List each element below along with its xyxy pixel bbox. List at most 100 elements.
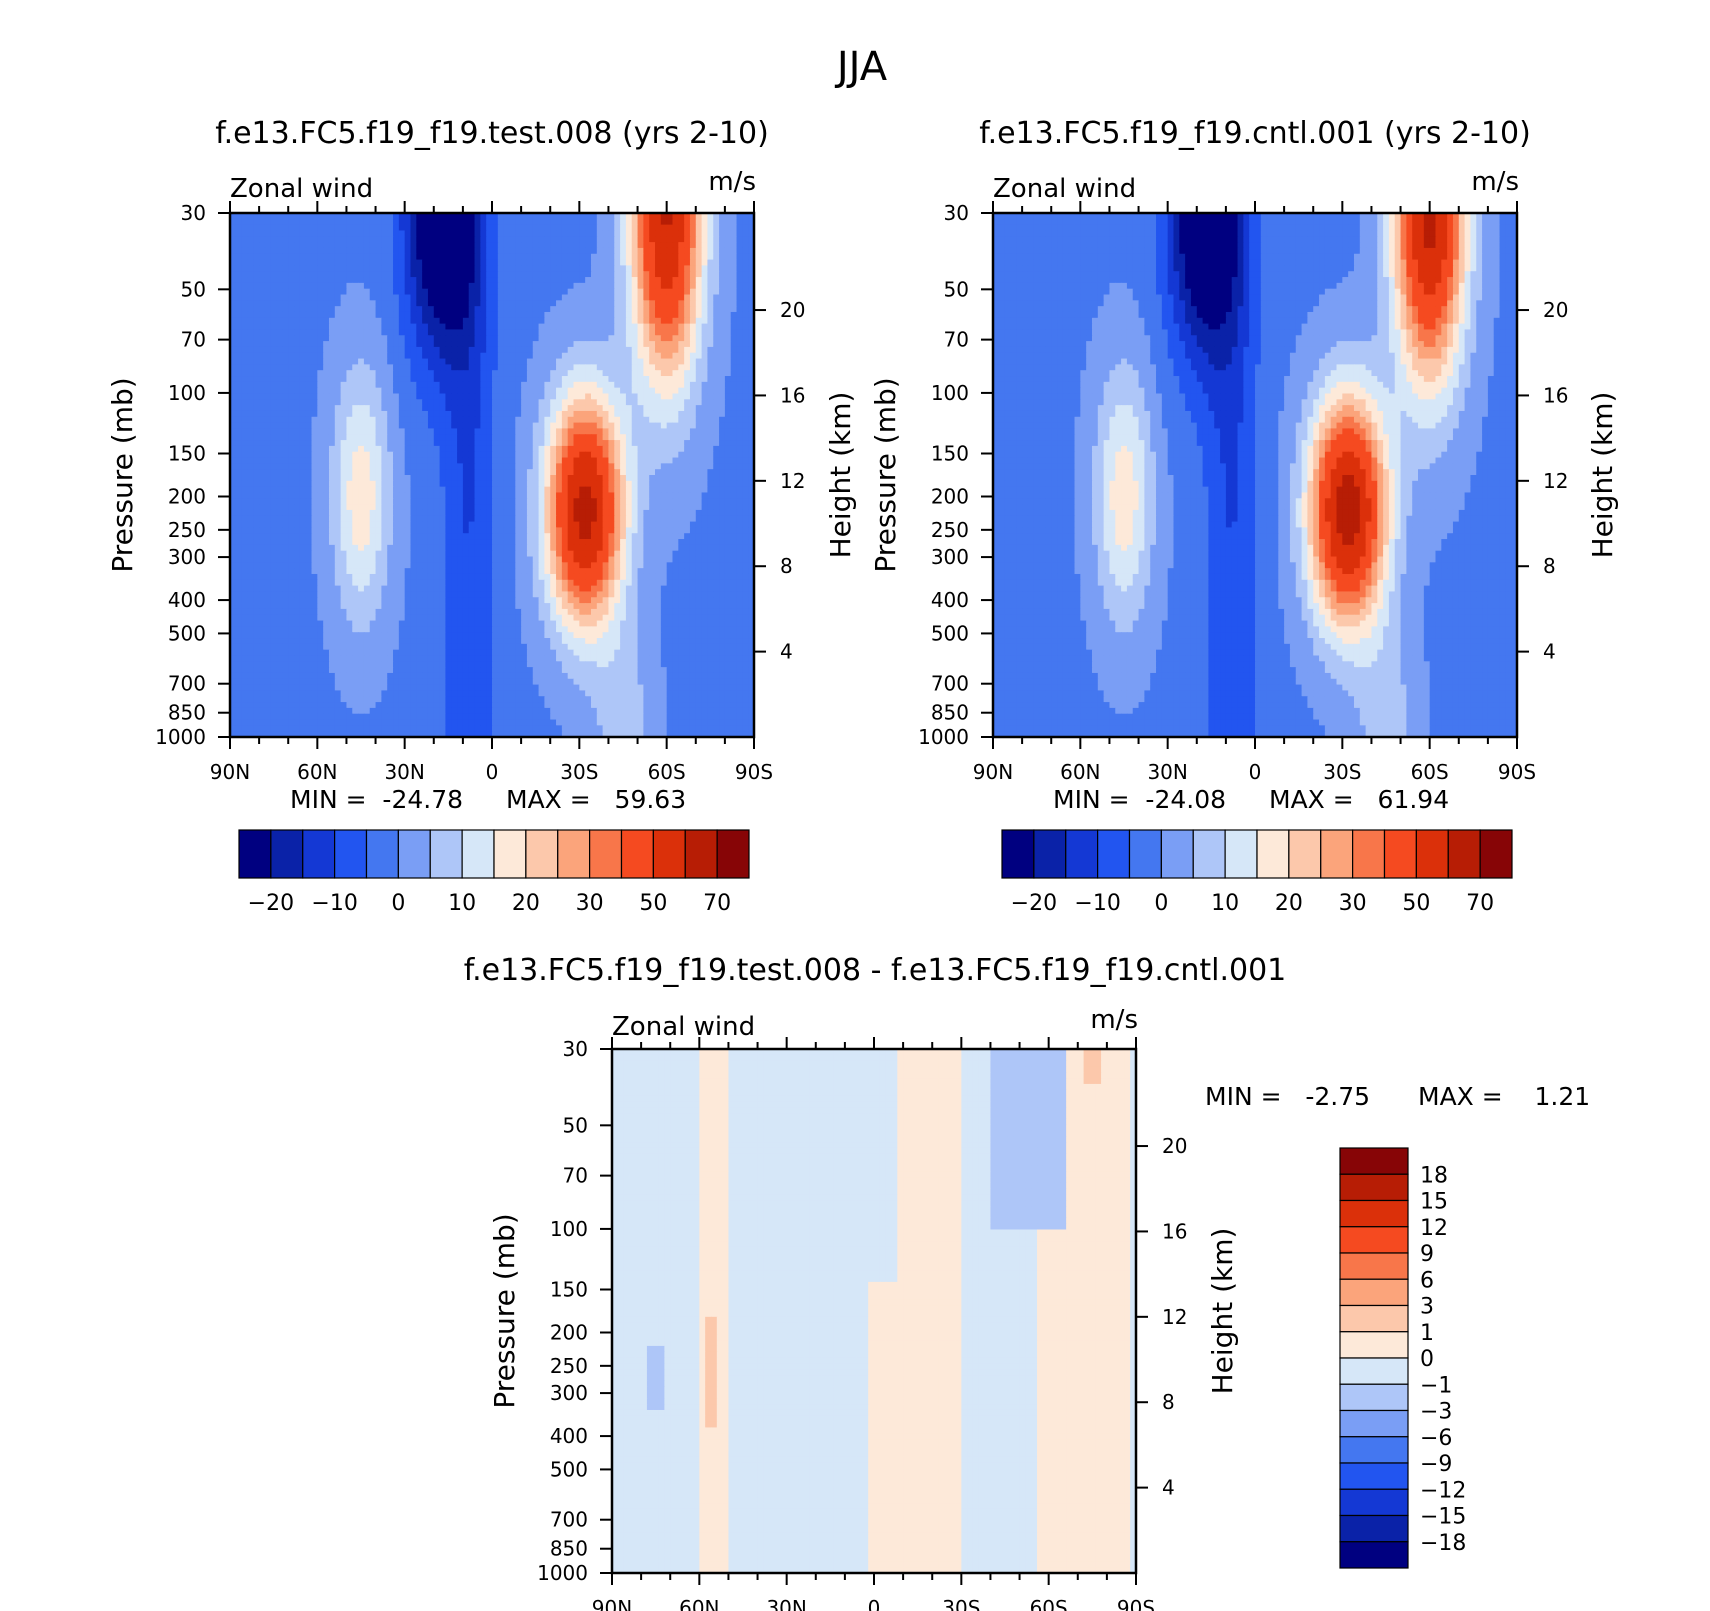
contour-cell (585, 521, 592, 528)
contour-cell (422, 329, 429, 336)
contour-cell (538, 352, 545, 360)
contour-cell (742, 381, 749, 389)
contour-cell (602, 416, 610, 424)
contour-cell (410, 486, 417, 494)
contour-cell (276, 358, 283, 365)
contour-cell (247, 335, 254, 342)
contour-cell (590, 224, 598, 232)
contour-cell (445, 498, 452, 505)
contour-cell (253, 498, 260, 505)
contour-cell (550, 527, 557, 534)
contour-cell (480, 282, 487, 290)
contour-cell (358, 469, 365, 476)
contour-cell (393, 352, 400, 360)
contour-cell (608, 218, 615, 226)
contour-cell (579, 335, 586, 342)
contour-cell (515, 445, 522, 453)
contour-cell (596, 393, 604, 400)
contour-cell (230, 498, 237, 505)
contour-cell (363, 422, 371, 430)
contour-cell (660, 259, 668, 266)
contour-cell (346, 358, 353, 365)
contour-cell (410, 236, 417, 243)
contour-cell (445, 259, 452, 266)
contour-cell (538, 218, 545, 226)
contour-cell (596, 364, 604, 371)
contour-cell (381, 416, 388, 424)
contour-cell (526, 457, 534, 464)
contour-cell (451, 445, 458, 453)
contour-cell (270, 265, 278, 272)
contour-cell (695, 294, 703, 301)
contour-cell (445, 311, 452, 319)
contour-cell (573, 445, 580, 453)
contour-cell (393, 317, 400, 325)
contour-cell (608, 457, 615, 464)
contour-cell (235, 422, 243, 430)
contour-cell (340, 486, 348, 494)
contour-cell (474, 323, 481, 331)
contour-cell (672, 440, 679, 447)
contour-cell (497, 381, 505, 389)
contour-cell (614, 463, 621, 470)
contour-cell (457, 440, 464, 447)
contour-cell (515, 265, 522, 272)
contour-cell (317, 434, 324, 441)
contour-cell (492, 475, 499, 482)
contour-cell (730, 236, 738, 243)
contour-cell (719, 213, 726, 220)
contour-cell (398, 230, 406, 237)
contour-cell (259, 335, 266, 342)
contour-cell (730, 370, 738, 377)
contour-cell (328, 259, 336, 266)
contour-cell (614, 311, 621, 319)
contour-cell (282, 300, 289, 307)
contour-cell (532, 358, 540, 365)
contour-cell (544, 457, 551, 464)
contour-cell (590, 527, 598, 534)
contour-cell (503, 253, 511, 261)
contour-cell (719, 376, 726, 383)
contour-cell (352, 521, 359, 528)
contour-cell (660, 434, 668, 441)
contour-cell (433, 480, 441, 488)
contour-cell (241, 475, 249, 482)
contour-cell (363, 469, 371, 476)
contour-cell (631, 509, 639, 517)
contour-cell (264, 288, 272, 296)
contour-cell (340, 358, 348, 365)
contour-cell (573, 218, 580, 226)
contour-cell (375, 277, 382, 284)
contour-cell (259, 410, 266, 418)
contour-cell (363, 288, 371, 296)
contour-cell (334, 527, 342, 534)
contour-cell (352, 317, 359, 325)
contour-cell (561, 213, 569, 220)
contour-cell (445, 294, 452, 301)
contour-cell (393, 434, 400, 441)
contour-cell (480, 527, 487, 534)
contour-cell (294, 253, 301, 261)
contour-cell (299, 218, 307, 226)
contour-cell (346, 259, 353, 266)
contour-cell (521, 346, 528, 354)
contour-cell (439, 521, 447, 528)
contour-cell (649, 475, 656, 482)
contour-cell (427, 480, 435, 488)
contour-cell (276, 393, 283, 400)
contour-cell (358, 521, 365, 528)
contour-cell (416, 428, 423, 435)
contour-cell (270, 527, 278, 534)
contour-cell (433, 410, 441, 418)
contour-cell (556, 317, 563, 325)
contour-cell (585, 265, 592, 272)
contour-cell (451, 387, 458, 395)
contour-cell (742, 294, 749, 301)
contour-cell (602, 498, 610, 505)
contour-cell (742, 509, 749, 517)
contour-cell (259, 218, 266, 226)
contour-cell (247, 224, 254, 232)
contour-cell (398, 341, 406, 348)
contour-cell (363, 387, 371, 395)
contour-cell (317, 311, 324, 319)
